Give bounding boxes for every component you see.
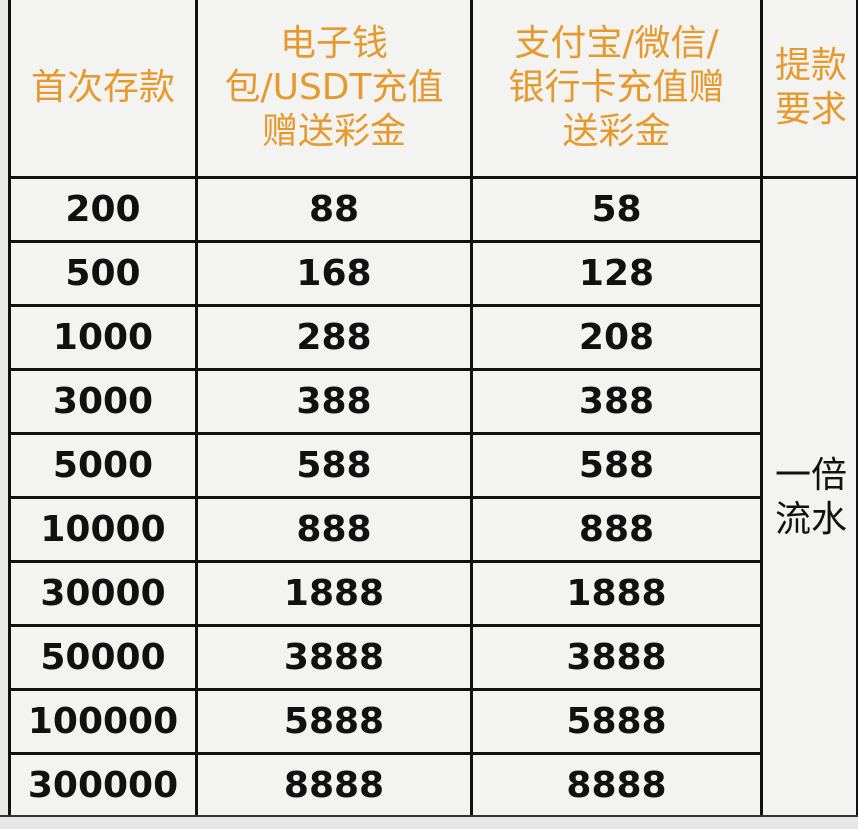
ewallet-bonus-cell: 1888 bbox=[195, 560, 473, 627]
alipay-bonus-cell: 208 bbox=[470, 304, 763, 371]
alipay-bonus-cell: 1888 bbox=[470, 560, 763, 627]
bottom-bar bbox=[0, 815, 858, 829]
header-line: 首次存款 bbox=[30, 66, 175, 108]
deposit-cell: 500 bbox=[8, 240, 198, 307]
deposit-cell: 5000 bbox=[8, 432, 198, 499]
alipay-bonus-cell: 588 bbox=[470, 432, 763, 499]
ewallet-bonus-cell: 3888 bbox=[195, 624, 473, 691]
table-row: 3000 388 388 bbox=[8, 368, 858, 435]
ewallet-bonus-cell: 888 bbox=[195, 496, 473, 563]
ewallet-bonus-cell: 288 bbox=[195, 304, 473, 371]
alipay-bonus-cell: 3888 bbox=[470, 624, 763, 691]
table-row: 5000 588 588 bbox=[8, 432, 858, 499]
deposit-cell: 300000 bbox=[8, 752, 198, 819]
ewallet-bonus-cell: 88 bbox=[195, 176, 473, 243]
deposit-bonus-table: 首次存款 电子钱 包/USDT充值 赠送彩金 支付宝/微信/银行卡充值赠 送彩金 提款… bbox=[8, 0, 858, 819]
alipay-bonus-cell: 388 bbox=[470, 368, 763, 435]
header-line: 赠送彩金 bbox=[261, 110, 406, 152]
deposit-cell: 100000 bbox=[8, 688, 198, 755]
alipay-bonus-cell: 58 bbox=[470, 176, 763, 243]
table-row: 10000 888 888 bbox=[8, 496, 858, 563]
withdraw-requirement-cell: 一倍 流水 bbox=[760, 176, 858, 819]
header-ewallet-bonus: 电子钱 包/USDT充值 赠送彩金 bbox=[195, 0, 473, 179]
table-row: 50000 3888 3888 bbox=[8, 624, 858, 691]
header-row: 首次存款 电子钱 包/USDT充值 赠送彩金 支付宝/微信/银行卡充值赠 送彩金 提款… bbox=[8, 0, 858, 179]
header-line: 银行卡充值赠 bbox=[508, 66, 725, 108]
header-line: 送彩金 bbox=[562, 110, 671, 152]
table-row: 200 88 58 一倍 流水 bbox=[8, 176, 858, 819]
table-row: 500 168 128 bbox=[8, 240, 858, 307]
alipay-bonus-cell: 8888 bbox=[470, 752, 763, 819]
header-text: 提款要求 bbox=[775, 44, 848, 130]
deposit-cell: 1000 bbox=[8, 304, 198, 371]
alipay-bonus-cell: 128 bbox=[470, 240, 763, 307]
deposit-cell: 30000 bbox=[8, 560, 198, 627]
requirement-line: 流水 bbox=[775, 498, 848, 540]
deposit-cell: 10000 bbox=[8, 496, 198, 563]
table-row: 1000 288 208 bbox=[8, 304, 858, 371]
ewallet-bonus-cell: 588 bbox=[195, 432, 473, 499]
ewallet-bonus-cell: 8888 bbox=[195, 752, 473, 819]
table-row: 100000 5888 5888 bbox=[8, 688, 858, 755]
header-line: 电子钱 bbox=[279, 22, 388, 64]
alipay-bonus-cell: 5888 bbox=[470, 688, 763, 755]
table-row: 30000 1888 1888 bbox=[8, 560, 858, 627]
header-line: 支付宝/微信/ bbox=[514, 22, 719, 64]
header-first-deposit: 首次存款 bbox=[8, 0, 198, 179]
ewallet-bonus-cell: 5888 bbox=[195, 688, 473, 755]
requirement-line: 一倍 bbox=[775, 454, 848, 496]
ewallet-bonus-cell: 388 bbox=[195, 368, 473, 435]
deposit-cell: 50000 bbox=[8, 624, 198, 691]
header-line: 包/USDT充值 bbox=[224, 66, 444, 108]
header-alipay-bonus: 支付宝/微信/银行卡充值赠 送彩金 bbox=[470, 0, 763, 179]
deposit-cell: 200 bbox=[8, 176, 198, 243]
ewallet-bonus-cell: 168 bbox=[195, 240, 473, 307]
alipay-bonus-cell: 888 bbox=[470, 496, 763, 563]
table-row: 300000 8888 8888 bbox=[8, 752, 858, 819]
deposit-cell: 3000 bbox=[8, 368, 198, 435]
header-withdraw-requirement: 提款要求 bbox=[760, 0, 858, 179]
